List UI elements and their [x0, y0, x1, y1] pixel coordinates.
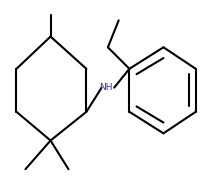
Text: NH: NH — [99, 83, 113, 92]
